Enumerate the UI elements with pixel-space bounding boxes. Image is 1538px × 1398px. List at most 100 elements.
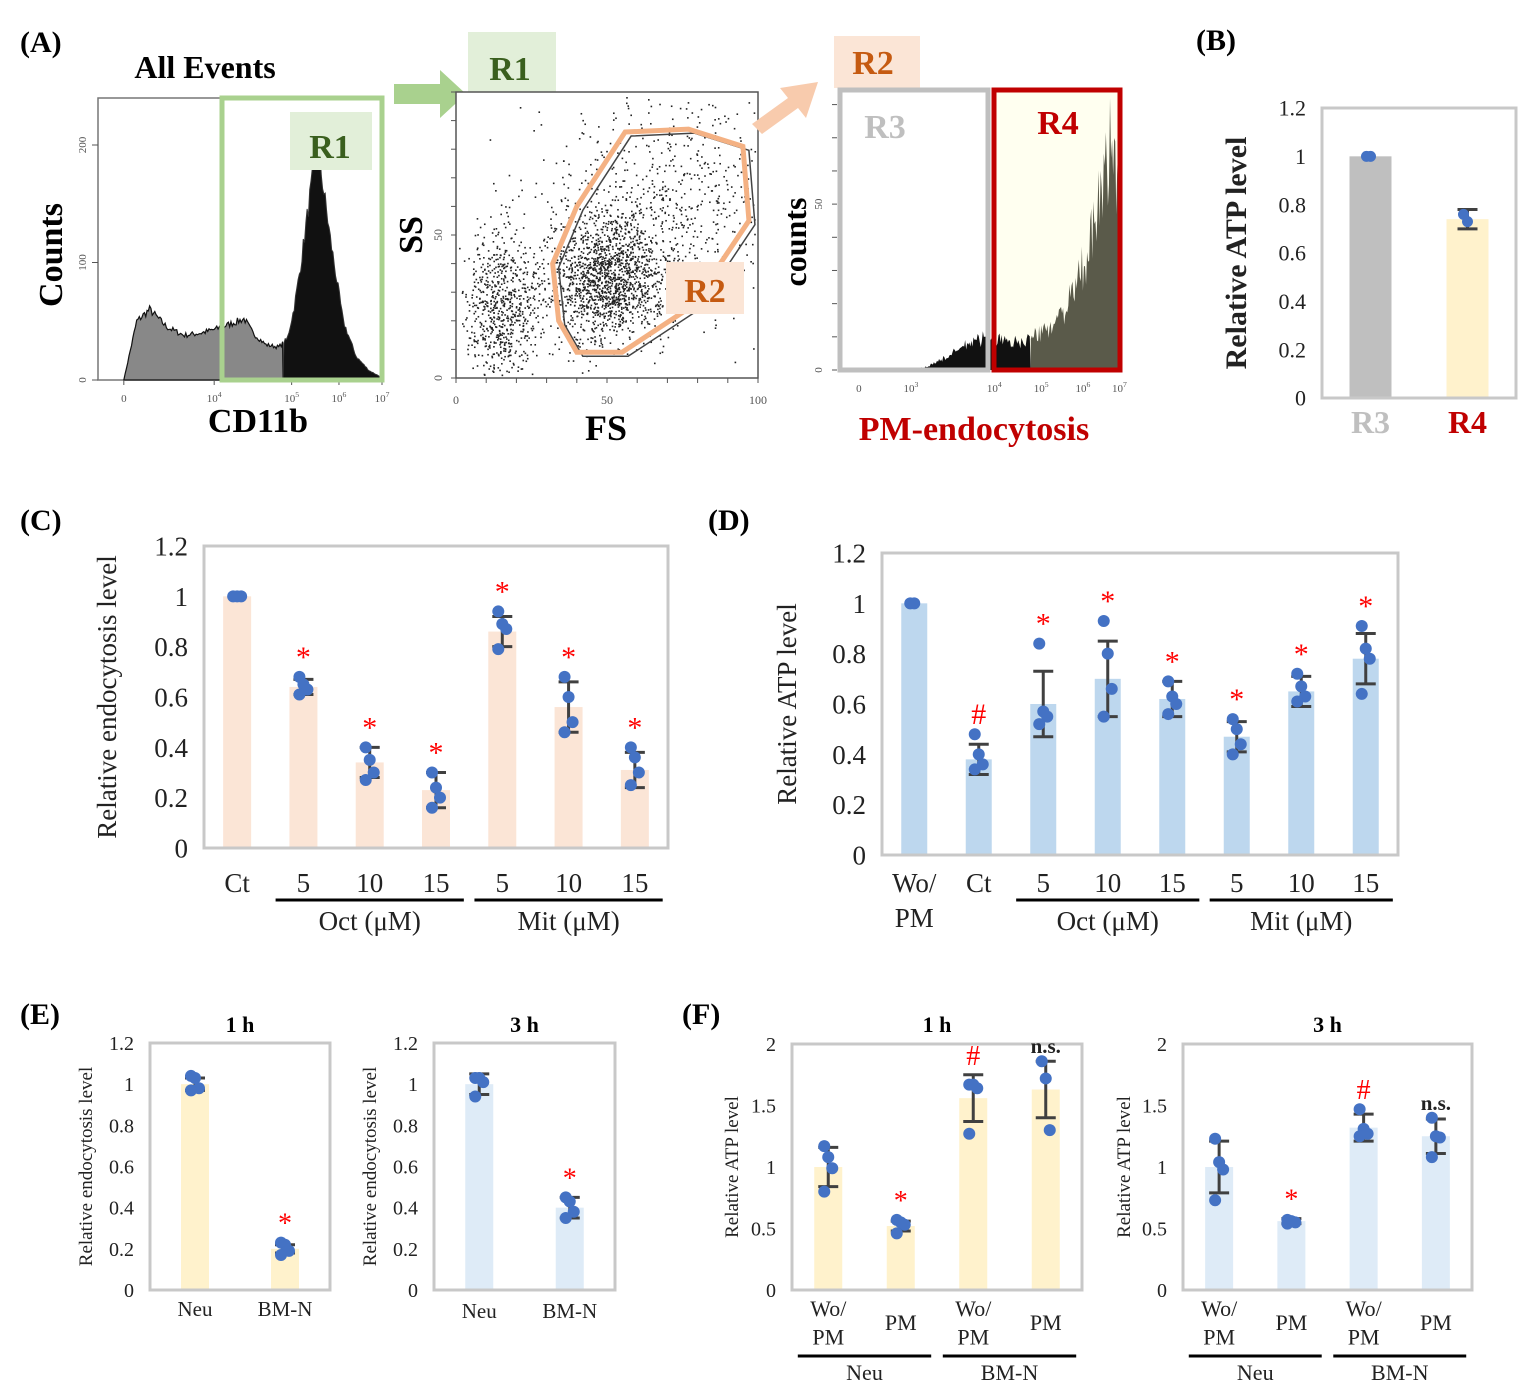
chart-a2-event-point: [576, 339, 579, 341]
chart-a2-event-point: [628, 266, 630, 269]
chart-a2-event-point: [609, 298, 611, 300]
chart-a2-event-point: [461, 323, 464, 325]
chart-a2-event-point: [655, 217, 657, 219]
chart-a2-event-point: [512, 277, 514, 279]
chart-a2-event-point: [615, 185, 617, 188]
chart-a2-event-point: [510, 323, 513, 326]
chart-a2-event-point: [600, 282, 603, 285]
chart-a2-event-point: [602, 313, 604, 316]
chart-e2-data-point: [477, 1076, 490, 1089]
chart-f1-ytick-label: 1.5: [751, 1096, 776, 1118]
chart-f1-ytick-label: 2: [766, 1034, 776, 1056]
chart-a2-event-point: [576, 264, 578, 267]
chart-a2-event-point: [527, 261, 530, 263]
chart-a2-event-point: [637, 281, 640, 283]
chart-a2-event-point: [651, 241, 653, 244]
chart-a2-event-point: [616, 298, 619, 301]
chart-a2-event-point: [641, 320, 643, 323]
chart-a2-event-point: [473, 281, 476, 284]
chart-a2-event-point: [617, 260, 619, 263]
chart-a2-event-point: [605, 274, 607, 277]
chart-a2-event-point: [659, 103, 661, 106]
chart-a2-event-point: [560, 341, 563, 343]
chart-a2-event-point: [583, 305, 586, 307]
chart-a2-event-point: [588, 267, 591, 269]
chart-a2-event-point: [512, 272, 515, 275]
chart-a2-event-point: [614, 255, 616, 257]
chart-a2-event-point: [568, 268, 570, 271]
chart-f1-xtick-label: PM: [885, 1310, 917, 1335]
chart-a2-event-point: [562, 226, 565, 228]
chart-a2-event-point: [615, 254, 618, 256]
chart-a2-event-point: [615, 226, 618, 229]
chart-a2-event-point: [659, 312, 661, 315]
chart-a2-event-point: [653, 211, 656, 214]
chart-a2-event-point: [618, 235, 621, 238]
chart-a2-event-point: [574, 240, 576, 243]
chart-a2-event-point: [568, 249, 571, 252]
chart-a2-event-point: [644, 307, 647, 309]
chart-a2-event-point: [620, 314, 622, 317]
chart-a2-event-point: [594, 327, 596, 330]
chart-a2-event-point: [677, 251, 679, 253]
chart-a2-event-point: [594, 262, 597, 264]
chart-a2-event-point: [614, 264, 616, 266]
chart-f1-data-point: [898, 1218, 911, 1231]
chart-b-ylabel: Relative ATP level: [1220, 137, 1253, 370]
chart-c-xtick-label: 15: [621, 868, 648, 898]
chart-a2-event-point: [656, 172, 659, 175]
chart-a2-event-point: [650, 201, 652, 204]
chart-a2-event-point: [643, 255, 646, 258]
chart-a2-event-point: [623, 236, 626, 239]
chart-a2-event-point: [509, 333, 512, 335]
chart-d-significance-marker: *: [1294, 638, 1309, 671]
chart-a2-event-point: [580, 300, 583, 302]
chart-a2-event-point: [614, 199, 617, 202]
chart-a2-event-point: [602, 256, 604, 258]
chart-a2-event-point: [518, 319, 521, 322]
chart-a2-event-point: [642, 216, 644, 219]
chart-a2-event-point: [597, 299, 600, 301]
chart-a2-event-point: [733, 231, 736, 233]
chart-a2-event-point: [612, 119, 615, 121]
chart-a2-event-point: [630, 114, 632, 117]
chart-a2-event-point: [591, 328, 593, 330]
chart-a2-event-point: [592, 321, 595, 324]
chart-a2-event-point: [662, 186, 664, 189]
chart-a2-event-point: [498, 329, 501, 332]
chart-a2-event-point: [586, 230, 589, 233]
chart-a2-event-point: [593, 222, 596, 225]
chart-a2-event-point: [592, 281, 595, 284]
chart-a2-event-point: [701, 200, 704, 203]
chart-a2-event-point: [747, 178, 750, 180]
chart-a2-event-point: [607, 245, 610, 247]
chart-a2-event-point: [598, 240, 601, 243]
chart-a2-event-point: [616, 288, 618, 291]
chart-a2-event-point: [569, 282, 572, 285]
chart-a2-event-point: [491, 326, 493, 329]
chart-a2-event-point: [479, 279, 482, 281]
chart-a2-event-point: [627, 105, 630, 107]
chart-a2-event-point: [661, 209, 664, 212]
chart-a2-event-point: [602, 295, 605, 298]
chart-a2-event-point: [624, 221, 627, 223]
chart-a2-event-point: [641, 272, 643, 275]
chart-a2-event-point: [638, 248, 641, 251]
chart-a2-event-point: [613, 316, 616, 319]
chart-a2-event-point: [628, 298, 630, 301]
chart-a2-event-point: [662, 255, 665, 258]
chart-a2-event-point: [672, 214, 675, 217]
chart-a2-event-point: [614, 269, 616, 272]
chart-a2-event-point: [501, 332, 504, 334]
chart-a2-event-point: [504, 276, 506, 278]
chart-a2-event-point: [474, 354, 476, 356]
panel-label-c: (C): [20, 504, 62, 537]
chart-a2-event-point: [660, 225, 662, 227]
chart-a2-event-point: [716, 243, 719, 246]
chart-a2-event-point: [647, 190, 649, 193]
chart-a2-event-point: [620, 262, 623, 264]
chart-a2-event-point: [615, 243, 618, 245]
chart-a2-event-point: [484, 345, 487, 348]
chart-a2-event-point: [495, 302, 497, 304]
chart-d-significance-marker: #: [971, 698, 986, 731]
